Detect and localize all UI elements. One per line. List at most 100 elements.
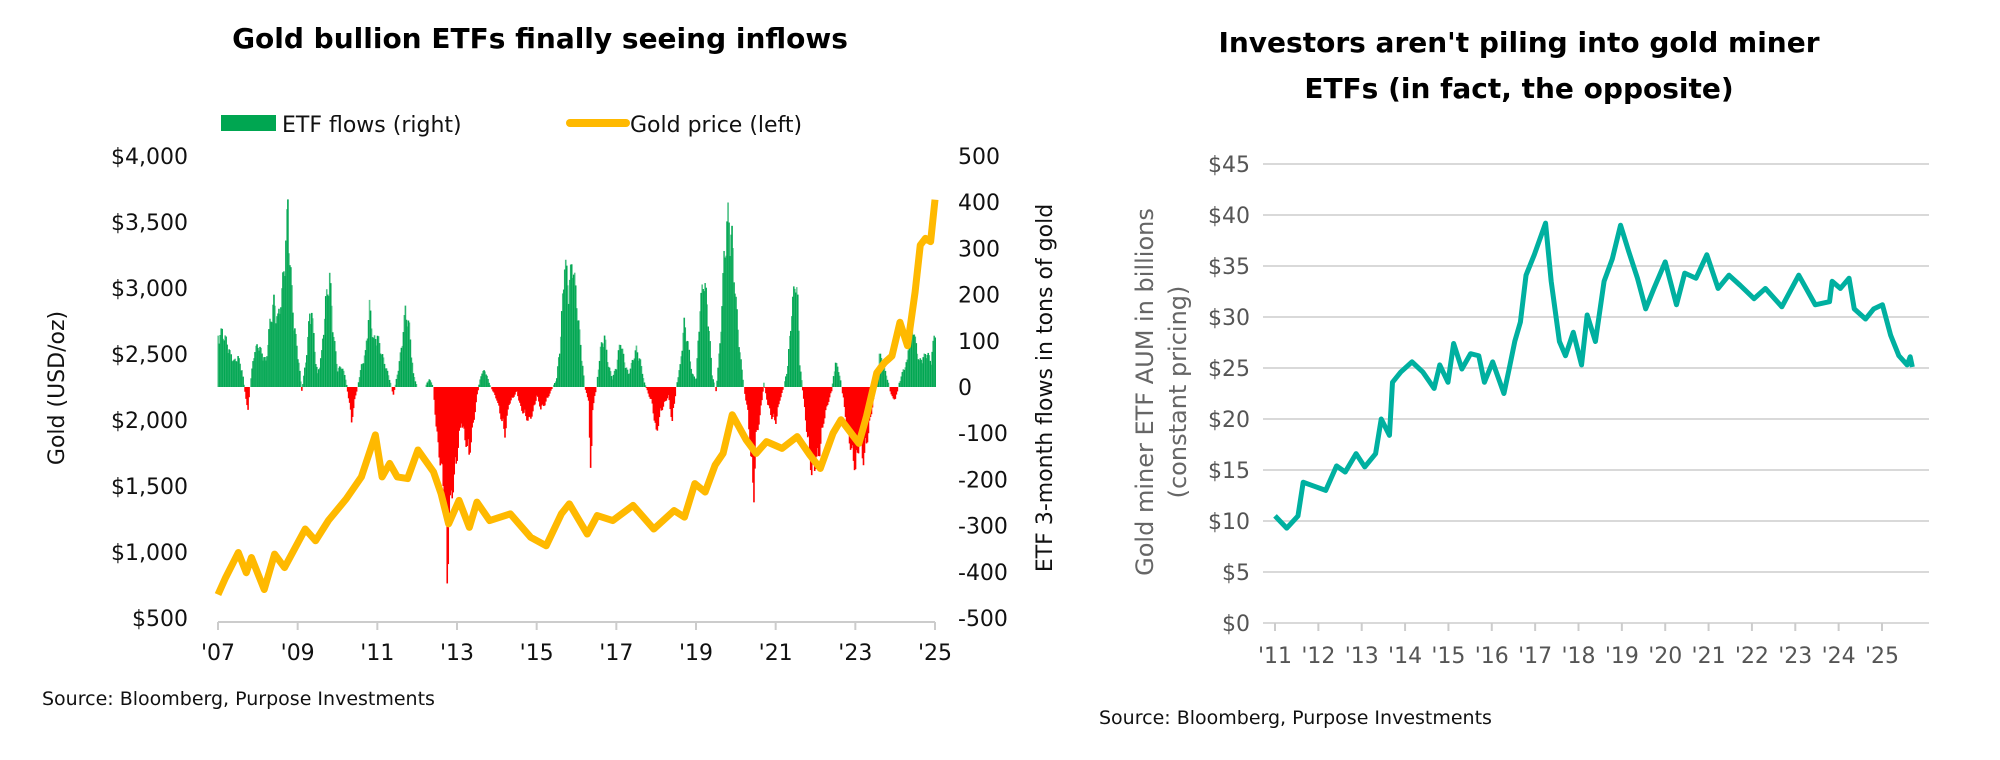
flow-bar bbox=[609, 371, 612, 387]
flow-bar bbox=[263, 357, 265, 387]
flow-bar bbox=[843, 387, 846, 408]
flow-bar bbox=[917, 359, 920, 387]
left-y-axis-left: $500 $1,000 $1,500 $2,000 $2,500 $3,000 $3,500… bbox=[111, 145, 188, 632]
flow-bars bbox=[217, 199, 936, 584]
flow-bar bbox=[405, 319, 408, 387]
flow-bar bbox=[313, 333, 315, 387]
flow-bar bbox=[271, 322, 273, 387]
flow-bar bbox=[396, 374, 399, 387]
flow-bar bbox=[829, 387, 832, 394]
flow-bar bbox=[517, 387, 519, 397]
flow-bar bbox=[430, 382, 433, 387]
x-tick-label: '19 bbox=[679, 641, 713, 666]
flow-bar bbox=[371, 337, 374, 387]
flow-bar bbox=[622, 353, 625, 387]
flow-bar bbox=[567, 303, 570, 387]
flow-bar bbox=[752, 387, 754, 483]
flow-bar bbox=[341, 368, 344, 387]
flow-bar bbox=[668, 387, 671, 401]
flow-bar bbox=[703, 291, 705, 387]
flow-bar bbox=[614, 368, 617, 387]
flow-bar bbox=[220, 328, 222, 387]
flow-bar bbox=[785, 376, 787, 387]
flow-bar bbox=[285, 240, 287, 387]
flow-bar bbox=[561, 293, 564, 387]
flow-bar bbox=[350, 387, 353, 423]
flow-bar bbox=[410, 357, 413, 387]
flow-bar bbox=[463, 387, 465, 429]
flow-bar bbox=[556, 366, 559, 387]
flow-bar bbox=[700, 292, 702, 387]
flow-bar bbox=[841, 387, 844, 394]
flow-bar bbox=[305, 362, 307, 387]
flow-bar bbox=[548, 387, 550, 397]
flow-bar bbox=[569, 264, 572, 387]
flow-bar bbox=[718, 353, 720, 387]
flow-bar bbox=[487, 378, 489, 387]
flow-bar bbox=[552, 384, 555, 387]
flow-bar bbox=[598, 360, 601, 387]
flow-bar bbox=[401, 345, 404, 387]
flow-bar bbox=[381, 354, 384, 387]
flow-bar bbox=[638, 358, 641, 387]
flow-bar bbox=[732, 248, 734, 387]
flow-bar bbox=[852, 387, 855, 461]
flow-bar bbox=[223, 340, 225, 387]
flow-bar bbox=[681, 350, 684, 387]
flow-bar bbox=[483, 370, 485, 387]
flow-bar bbox=[281, 288, 283, 387]
flow-bar bbox=[519, 387, 521, 403]
flow-bar bbox=[231, 361, 233, 387]
flow-bar bbox=[513, 387, 515, 397]
flow-bar bbox=[331, 332, 334, 387]
flow-bar bbox=[297, 359, 299, 387]
flow-bar bbox=[509, 387, 511, 404]
flow-bar bbox=[594, 387, 597, 393]
flow-bar bbox=[921, 363, 924, 387]
flow-bar bbox=[708, 330, 710, 387]
x-tick-label: '14 bbox=[1388, 644, 1422, 669]
flow-bar bbox=[661, 387, 664, 411]
flow-bar bbox=[678, 370, 681, 387]
flow-bar bbox=[370, 328, 373, 387]
flow-bar bbox=[500, 387, 502, 420]
flow-bar bbox=[723, 250, 725, 387]
right-y-axis-title: ETF 3-month flows in tons of gold bbox=[1033, 204, 1058, 572]
flow-bar bbox=[514, 387, 516, 395]
flow-bar bbox=[890, 387, 893, 395]
flow-bar bbox=[225, 336, 227, 387]
flow-bar bbox=[260, 347, 262, 387]
flow-bar bbox=[620, 348, 623, 387]
flow-bar bbox=[334, 351, 337, 387]
flow-bar bbox=[339, 367, 342, 387]
flow-bar bbox=[241, 370, 243, 387]
flow-bar bbox=[698, 331, 700, 387]
flow-bar bbox=[385, 368, 388, 387]
flow-bar bbox=[602, 347, 605, 387]
flow-bar bbox=[266, 356, 268, 387]
x-tick-label: '22 bbox=[1735, 644, 1769, 669]
y-tick-label: $35 bbox=[1208, 255, 1250, 280]
x-tick-label: '16 bbox=[1475, 644, 1509, 669]
y-tick-label: $5 bbox=[1222, 561, 1250, 586]
flow-bar bbox=[374, 338, 377, 387]
flow-bar bbox=[816, 387, 819, 449]
flow-bar bbox=[317, 369, 320, 387]
flow-bar bbox=[265, 360, 267, 387]
flow-bar bbox=[235, 361, 237, 387]
flow-bar bbox=[398, 361, 401, 387]
flow-bar bbox=[900, 376, 903, 387]
flow-bar bbox=[844, 387, 847, 417]
flow-bar bbox=[505, 387, 507, 429]
flow-bar bbox=[289, 265, 291, 387]
flow-bar bbox=[676, 382, 679, 387]
x-tick-label: '17 bbox=[599, 641, 633, 666]
flow-bar bbox=[439, 387, 442, 466]
flow-bar bbox=[481, 373, 483, 387]
flow-bar bbox=[778, 387, 780, 405]
flow-bar bbox=[601, 343, 604, 387]
flow-bar bbox=[707, 326, 709, 387]
flow-bar bbox=[716, 380, 718, 387]
flow-bar bbox=[908, 343, 911, 387]
flow-bar bbox=[683, 317, 686, 387]
